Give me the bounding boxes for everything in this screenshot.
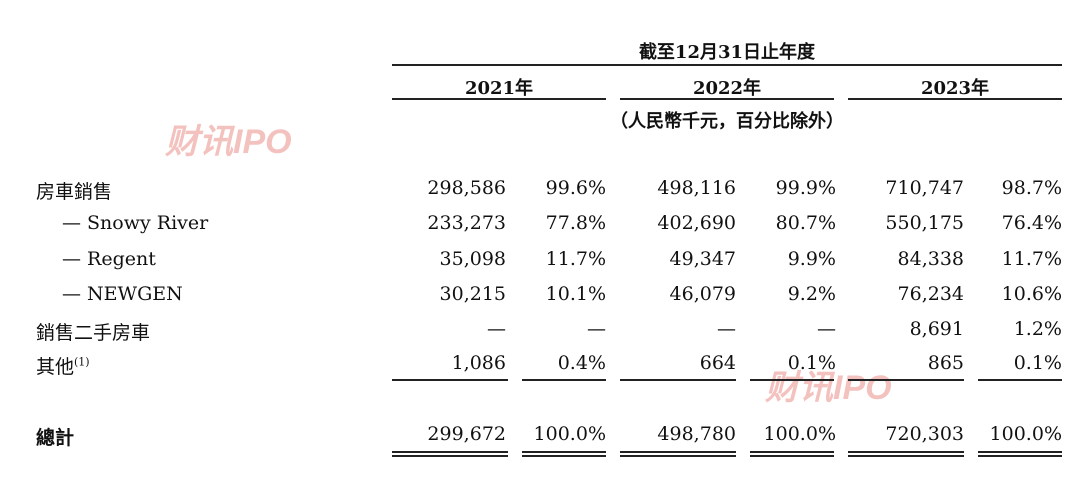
total-label: 總計: [36, 427, 75, 449]
total-double-rule: [978, 451, 1062, 453]
row-label: 其他(1): [36, 352, 90, 379]
total-double-rule: [750, 451, 834, 453]
cell-2022-amount: 664: [699, 352, 736, 374]
cell-2021-percent: 99.6%: [545, 177, 606, 199]
cell-2023-amount: 8,691: [909, 318, 964, 340]
row-label: 銷售二手房車: [36, 322, 151, 344]
cell-2022-percent: 80.7%: [775, 212, 836, 234]
total-double-rule: [750, 455, 834, 457]
total-2021-amount: 299,672: [427, 423, 506, 445]
watermark-logo-secondary: 财讯IPO: [765, 360, 892, 409]
cell-2021-percent: 77.8%: [545, 212, 606, 234]
unit-note: （人民幣千元，百分比除外）: [610, 111, 844, 132]
row-label: — NEWGEN: [62, 283, 183, 305]
row-label: — Regent: [62, 248, 156, 270]
total-2021-percent: 100.0%: [533, 423, 606, 445]
total-double-rule: [620, 451, 736, 453]
year-rule-2023: [848, 98, 1062, 100]
cell-2021-percent: 11.7%: [545, 248, 606, 270]
cell-2023-amount: 865: [927, 352, 964, 374]
cell-2023-amount: 76,234: [897, 283, 964, 305]
total-double-rule: [522, 451, 606, 453]
subtotal-rule: [620, 379, 736, 381]
cell-2023-amount: 84,338: [897, 248, 964, 270]
year-rule-2022: [620, 98, 834, 100]
cell-2021-amount: —: [487, 318, 506, 340]
total-2022-percent: 100.0%: [763, 423, 836, 445]
total-2022-amount: 498,780: [657, 423, 736, 445]
cell-2023-amount: 550,175: [885, 212, 964, 234]
total-double-rule: [392, 451, 508, 453]
cell-2023-percent: 0.1%: [1013, 352, 1062, 374]
watermark-logo: 财讯IPO: [165, 114, 292, 163]
cell-2021-amount: 1,086: [451, 352, 506, 374]
footnote-marker: (1): [74, 355, 90, 369]
subtotal-rule: [392, 379, 508, 381]
period-title: 截至12月31日止年度: [638, 42, 816, 63]
watermark-text-secondary: 财讯IPO: [765, 369, 892, 407]
row-label-text: 其他: [36, 356, 75, 378]
row-label: — Snowy River: [62, 212, 209, 234]
cell-2023-percent: 1.2%: [1013, 318, 1062, 340]
subtotal-rule: [978, 379, 1062, 381]
year-header-2022: 2022年: [692, 78, 762, 99]
cell-2022-amount: 49,347: [669, 248, 736, 270]
total-double-rule: [620, 455, 736, 457]
total-double-rule: [392, 455, 508, 457]
subtotal-rule: [522, 379, 606, 381]
total-double-rule: [522, 455, 606, 457]
cell-2023-amount: 710,747: [885, 177, 964, 199]
cell-2021-percent: —: [587, 318, 606, 340]
cell-2022-percent: 0.1%: [787, 352, 836, 374]
cell-2023-percent: 76.4%: [1001, 212, 1062, 234]
cell-2022-percent: —: [817, 318, 836, 340]
cell-2021-percent: 0.4%: [557, 352, 606, 374]
total-2023-percent: 100.0%: [989, 423, 1062, 445]
subtotal-rule: [848, 379, 964, 381]
cell-2023-percent: 11.7%: [1001, 248, 1062, 270]
period-title-rule: [392, 64, 1062, 66]
cell-2021-amount: 35,098: [439, 248, 506, 270]
year-header-2023: 2023年: [920, 78, 990, 99]
cell-2023-percent: 10.6%: [1001, 283, 1062, 305]
total-double-rule: [848, 451, 964, 453]
total-double-rule: [848, 455, 964, 457]
total-2023-amount: 720,303: [885, 423, 964, 445]
year-rule-2021: [392, 98, 606, 100]
cell-2022-amount: —: [717, 318, 736, 340]
cell-2021-amount: 233,273: [427, 212, 506, 234]
cell-2022-amount: 46,079: [669, 283, 736, 305]
cell-2022-percent: 99.9%: [775, 177, 836, 199]
subtotal-rule: [750, 379, 834, 381]
watermark-text: 财讯IPO: [165, 123, 292, 161]
cell-2021-amount: 30,215: [439, 283, 506, 305]
cell-2022-percent: 9.9%: [787, 248, 836, 270]
row-label: 房車銷售: [36, 181, 113, 203]
cell-2022-percent: 9.2%: [787, 283, 836, 305]
cell-2023-percent: 98.7%: [1001, 177, 1062, 199]
cell-2021-amount: 298,586: [427, 177, 506, 199]
cell-2022-amount: 498,116: [657, 177, 736, 199]
total-double-rule: [978, 455, 1062, 457]
year-header-2021: 2021年: [464, 78, 534, 99]
cell-2021-percent: 10.1%: [545, 283, 606, 305]
cell-2022-amount: 402,690: [657, 212, 736, 234]
